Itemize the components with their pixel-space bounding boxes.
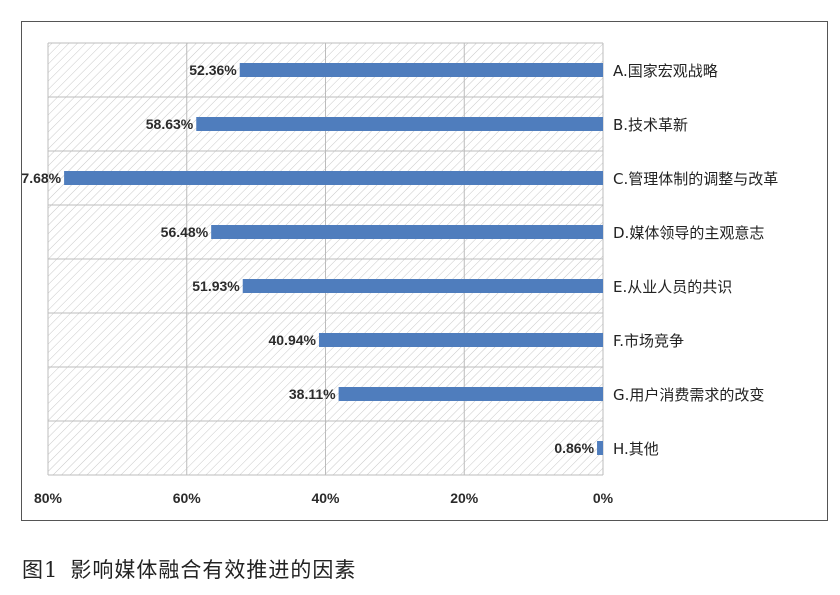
tick-layer: 80% 60% 40% 20% 0% xyxy=(34,490,614,506)
category-label: C.管理体制的调整与改革 xyxy=(613,170,778,188)
bar xyxy=(196,117,603,131)
category-label: F.市场竞争 xyxy=(613,332,684,350)
category-label: B.技术革新 xyxy=(613,116,688,134)
bar xyxy=(211,225,604,239)
x-tick-label: 60% xyxy=(173,490,202,506)
figure-caption: 图1 影响媒体融合有效推进的因素 xyxy=(22,554,356,584)
bar-chart: 52.36% A.国家宏观战略 58.63% B.技术革新 77.68% C.管理体制的调… xyxy=(22,42,778,506)
x-tick-label: 40% xyxy=(311,490,340,506)
grid-layer xyxy=(47,42,604,476)
x-tick-label: 80% xyxy=(34,490,63,506)
bar-value-label: 52.36% xyxy=(189,62,237,78)
label-layer: 52.36% A.国家宏观战略 58.63% B.技术革新 77.68% C.管理体制的调… xyxy=(22,62,778,458)
bar-value-label: 51.93% xyxy=(192,278,240,294)
category-label: A.国家宏观战略 xyxy=(613,62,718,80)
bar-layer xyxy=(64,63,604,455)
bar xyxy=(338,387,603,401)
bar-value-label: 38.11% xyxy=(289,386,336,402)
bar xyxy=(239,63,603,77)
figure-number: 图1 xyxy=(22,558,59,582)
bar xyxy=(597,441,603,455)
bar-value-label: 56.48% xyxy=(161,224,209,240)
bar-value-label: 77.68% xyxy=(22,170,62,186)
bar-value-label: 58.63% xyxy=(146,116,194,132)
category-label: D.媒体领导的主观意志 xyxy=(613,224,764,242)
x-tick-label: 20% xyxy=(450,490,479,506)
category-label: E.从业人员的共识 xyxy=(613,278,732,296)
bar-value-label: 0.86% xyxy=(554,440,594,456)
bar xyxy=(64,171,604,185)
chart-frame: 52.36% A.国家宏观战略 58.63% B.技术革新 77.68% C.管理体制的调… xyxy=(21,21,828,521)
figure-title: 影响媒体融合有效推进的因素 xyxy=(70,558,357,582)
category-label: G.用户消费需求的改变 xyxy=(613,386,764,404)
x-tick-label: 0% xyxy=(593,490,614,506)
bar-value-label: 40.94% xyxy=(268,332,316,348)
category-label: H.其他 xyxy=(613,440,659,458)
bar xyxy=(242,279,603,293)
bar xyxy=(318,333,603,347)
